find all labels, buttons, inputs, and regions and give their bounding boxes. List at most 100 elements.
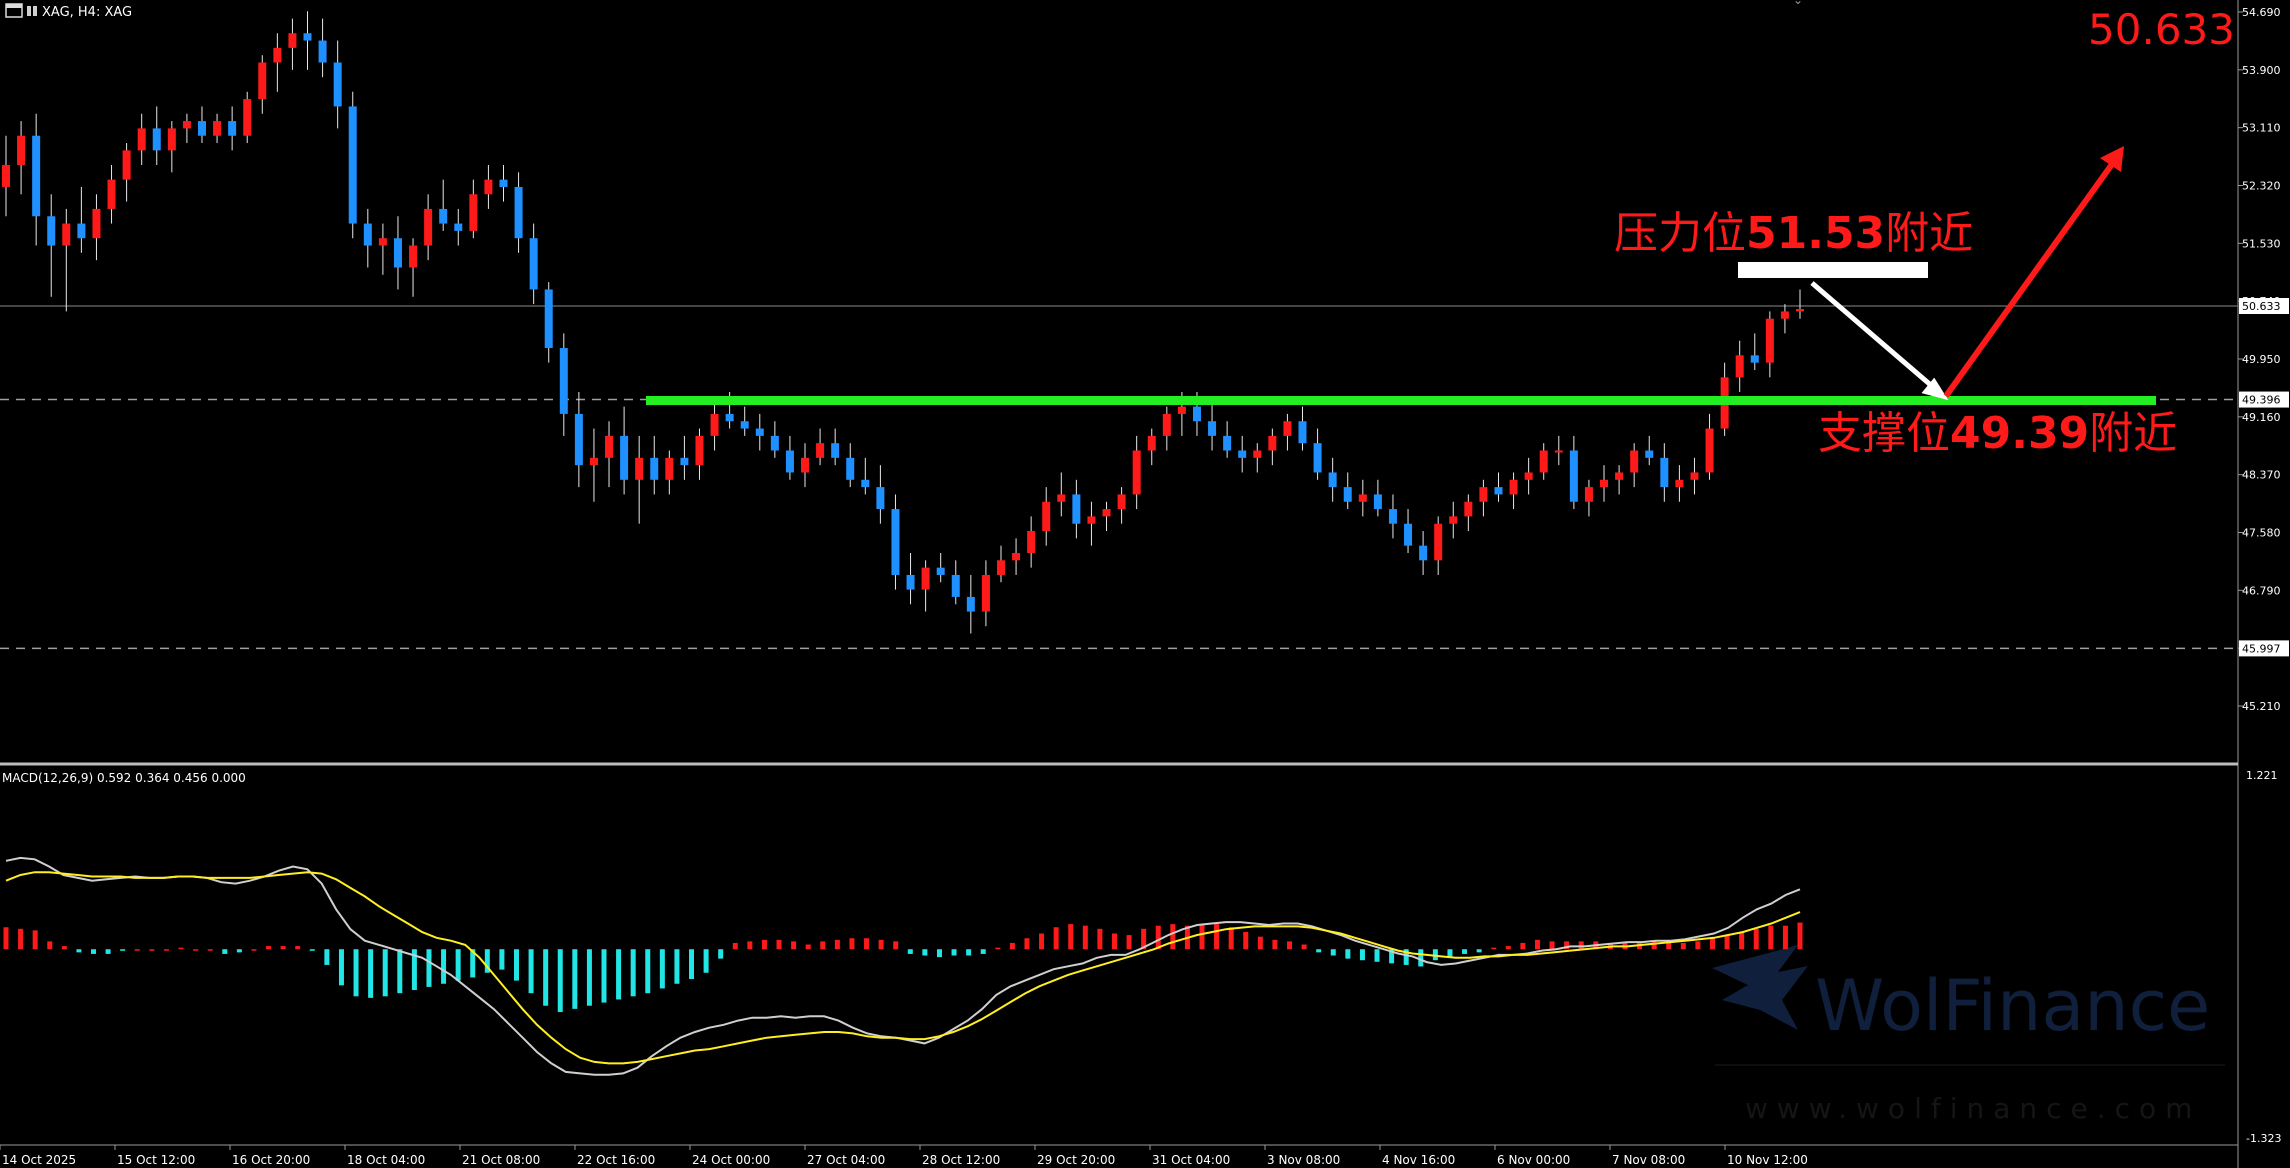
candle-body (1735, 355, 1744, 378)
macd-histogram-bar (1491, 947, 1497, 950)
pullback-arrowhead-icon (1921, 377, 1949, 401)
candle-body (409, 245, 418, 268)
macd-histogram-bar (586, 949, 592, 1006)
candle-body (801, 457, 810, 473)
candle-body (1057, 494, 1066, 502)
macd-histogram-bar (1520, 942, 1526, 950)
candle-body (363, 223, 372, 246)
macd-histogram-bar (1053, 927, 1059, 950)
macd-histogram-bar (1009, 942, 1015, 950)
candle-body (891, 509, 900, 575)
candle-body (1645, 450, 1654, 458)
candle-body (228, 121, 237, 136)
macd-histogram-bar (91, 949, 97, 954)
macd-histogram-bar (280, 946, 286, 950)
candle-body (1253, 450, 1262, 458)
macd-histogram-bar (470, 949, 476, 978)
macd-histogram-bar (47, 941, 53, 950)
macd-histogram-bar (236, 949, 242, 953)
time-tick-label: 24 Oct 00:00 (692, 1153, 770, 1167)
macd-histogram-bar (1374, 949, 1380, 962)
support-prefix: 支撑位 (1818, 408, 1950, 459)
macd-histogram-bar (805, 944, 811, 950)
macd-histogram-bar (1505, 946, 1511, 950)
macd-line (5, 856, 1801, 1076)
macd-histogram-bar (1272, 939, 1278, 950)
macd-histogram-bar (1418, 949, 1424, 967)
macd-histogram-bar (1403, 949, 1409, 965)
macd-histogram-bar (791, 941, 797, 950)
macd-histogram-bar (295, 946, 301, 950)
candle-body (243, 99, 252, 136)
time-axis-group: 14 Oct 2025 15 Oct 12:00 16 Oct 20:00 18 Oc… (0, 1145, 1808, 1167)
price-tick-label: 53.110 (2242, 122, 2281, 135)
macd-histogram-bar (732, 942, 738, 950)
candle-body (1192, 406, 1201, 422)
price-tick-label: 51.530 (2242, 237, 2281, 250)
collapse-chevron-icon[interactable]: ⌄ (1793, 0, 1803, 7)
macd-histogram-bar (820, 941, 826, 950)
macd-histogram-bar (1389, 949, 1395, 964)
candle-body (605, 435, 614, 458)
macd-histogram-bar (1680, 942, 1686, 950)
candle-body (1464, 501, 1473, 517)
watermark-url: www.wolfinance.com (1745, 1092, 2201, 1125)
candle-body (258, 62, 267, 100)
candle-body (1615, 472, 1624, 480)
macd-histogram-bar (353, 949, 359, 997)
candle-body (1072, 494, 1081, 524)
candle-body (1042, 501, 1051, 532)
macd-histogram-bar (455, 949, 461, 981)
macd-histogram-bar (1097, 928, 1103, 950)
price-tick-label: 49.160 (2242, 411, 2281, 424)
candle-body (1494, 487, 1503, 495)
price-axis-group: 54.69053.90053.11052.32051.53050.74049.9… (2238, 6, 2281, 713)
candle-body (1313, 443, 1322, 473)
time-tick-label: 16 Oct 20:00 (232, 1153, 310, 1167)
macd-histogram-bar (747, 941, 753, 950)
macd-histogram-bar (193, 949, 199, 951)
candle-body (514, 186, 523, 239)
macd-histogram-bar (557, 949, 563, 1013)
candle-body (981, 574, 990, 612)
candle-body (1117, 494, 1126, 510)
macd-histogram-bar (893, 941, 899, 950)
candle-body (906, 574, 915, 590)
price-tick-label: 46.790 (2242, 584, 2281, 597)
time-tick-label: 29 Oct 20:00 (1037, 1153, 1115, 1167)
candle-body (182, 121, 191, 129)
macd-histogram-bar (1753, 928, 1759, 950)
macd-histogram-bar (61, 946, 67, 950)
macd-histogram-bar (907, 949, 913, 954)
arrow-icon-left (27, 6, 31, 16)
macd-histogram-bar (689, 949, 695, 980)
candle-body (1690, 472, 1699, 480)
macd-histogram-bar (149, 949, 155, 951)
macd-histogram-bar (1739, 931, 1745, 950)
candle-body (1087, 516, 1096, 524)
macd-histogram-bar (1330, 949, 1336, 956)
macd-histogram-bar (266, 946, 272, 950)
macd-histogram-bar (966, 949, 972, 956)
macd-histogram-bar (616, 949, 622, 1000)
price-tag-label: 49.396 (2242, 394, 2281, 407)
macd-histogram-bar (18, 928, 24, 950)
macd-histogram-bar (338, 949, 344, 986)
macd-histogram-bar (645, 949, 651, 994)
candle-body (1600, 479, 1609, 488)
candle-body (92, 208, 101, 239)
candle-body (2, 165, 10, 187)
macd-histogram-bar (1447, 949, 1453, 958)
candle-body (137, 128, 146, 151)
candle-body (785, 450, 794, 473)
candle-body (1449, 516, 1458, 524)
macd-histogram-bar (878, 939, 884, 950)
candle-body (1539, 450, 1548, 473)
candle-body (17, 135, 26, 166)
pullback-arrow-line (1810, 281, 1942, 395)
resistance-value: 51.53 (1746, 208, 1885, 259)
macd-histogram-bar (1549, 941, 1555, 950)
macd-histogram-bar (441, 949, 447, 984)
macd-histogram-bar (1695, 941, 1701, 950)
